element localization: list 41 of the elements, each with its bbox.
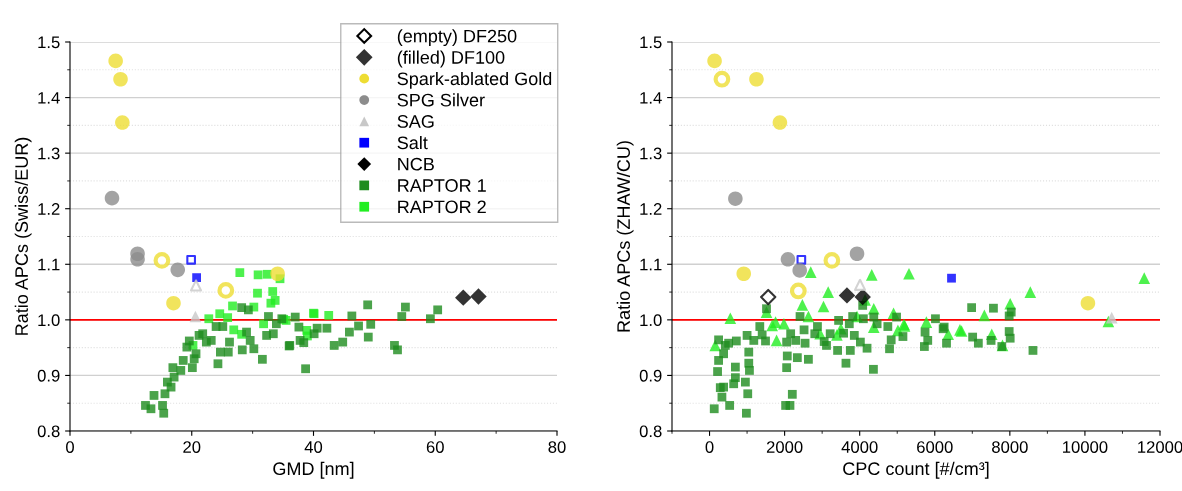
y-tick-label: 0.8 <box>37 425 60 438</box>
legend-label: SAG <box>397 115 434 128</box>
y-tick-label: 1.3 <box>640 147 662 160</box>
y-axis-title: Ratio APCs (Swiss/EUR) <box>14 137 32 335</box>
y-tick-label: 1.5 <box>640 36 662 49</box>
y-tick-label: 1.1 <box>38 258 60 271</box>
x-tick-label: 2000 <box>766 441 803 453</box>
x-tick-label: 80 <box>548 441 566 453</box>
legend-label: RAPTOR 2 <box>398 200 486 214</box>
x-tick-label: 12000 <box>1138 441 1182 453</box>
legend-label: RAPTOR 1 <box>398 179 486 192</box>
y-tick-label: 1.2 <box>640 203 662 215</box>
x-tick-label: 20 <box>183 441 201 453</box>
y-tick-label: 1.0 <box>38 314 60 327</box>
y-tick-label: 0.9 <box>639 369 662 382</box>
x-tick-label: 60 <box>426 441 444 453</box>
annotation: (filled) DF100 <box>397 50 505 68</box>
x-tick-label: 0 <box>66 441 74 453</box>
y-tick-label: 1.4 <box>38 92 60 104</box>
y-tick-label: 0.9 <box>37 369 60 382</box>
y-tick-label: 1.3 <box>38 147 60 160</box>
annotation: (empty) DF250 <box>397 29 517 47</box>
legend-label: NCB <box>398 157 434 171</box>
x-axis-title: GMD [nm] <box>273 461 354 479</box>
x-tick-label: 10000 <box>1063 441 1108 453</box>
y-tick-label: 1.2 <box>38 203 60 215</box>
legend-label: Spark-ablated Gold <box>397 71 552 89</box>
x-tick-label: 40 <box>304 441 323 453</box>
x-tick-label: 0 <box>705 441 714 453</box>
y-tick-label: 1.0 <box>640 314 662 327</box>
y-tick-label: 0.8 <box>639 425 662 438</box>
y-axis-title: Ratio APCs (ZHAW/CU) <box>616 141 634 332</box>
y-tick-label: 1.5 <box>38 36 60 49</box>
legend-label: SPG Silver <box>397 93 485 107</box>
x-axis-title: CPC count [#/cm³] <box>843 461 989 479</box>
y-tick-label: 1.4 <box>640 92 662 104</box>
y-tick-label: 1.1 <box>640 258 662 271</box>
x-tick-label: 8000 <box>992 441 1028 453</box>
x-tick-label: 6000 <box>917 441 953 453</box>
x-tick-label: 4000 <box>841 441 878 453</box>
legend-label: Salt <box>397 135 428 150</box>
